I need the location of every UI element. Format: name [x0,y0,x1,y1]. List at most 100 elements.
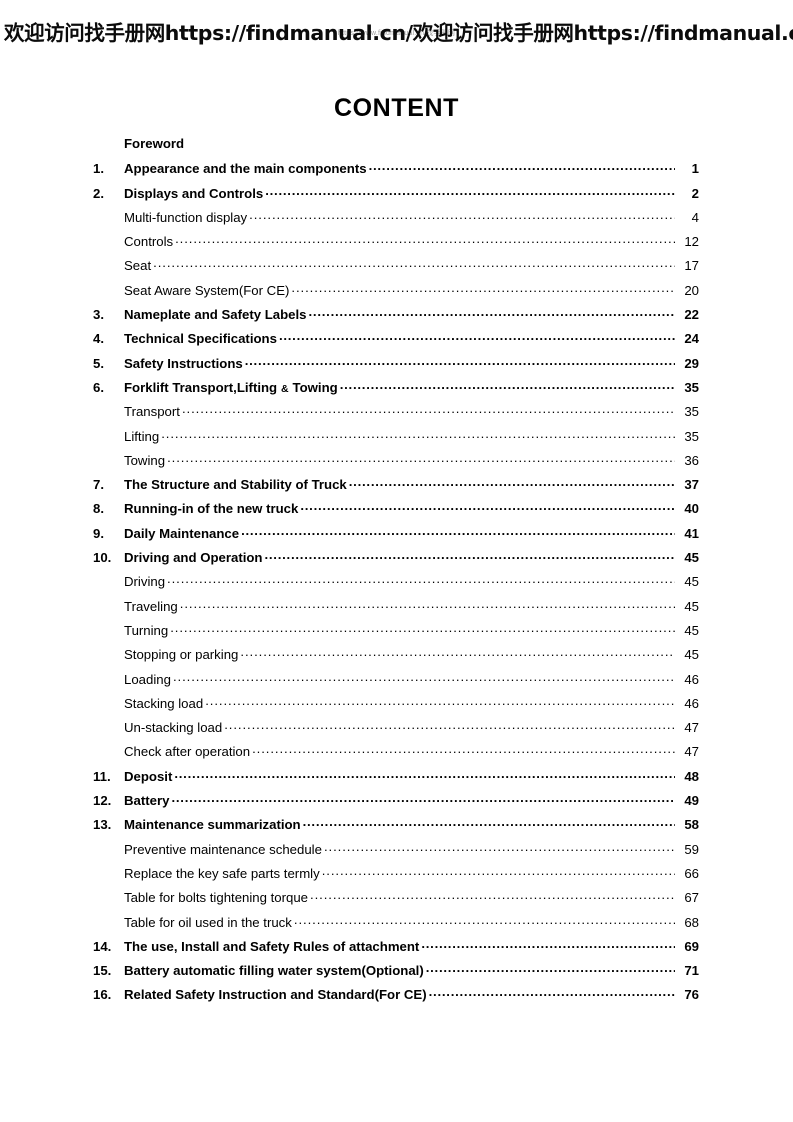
toc-entry[interactable]: 7. The Structure and Stability of Truck 37 [93,476,699,500]
toc-dot-leader [279,330,675,343]
toc-entry[interactable]: 11. Deposit 48 [93,768,699,792]
toc-entry[interactable]: Driving 45 [93,573,699,597]
toc-entry-number: 1. [93,161,104,177]
toc-entry-page-number: 46 [684,671,699,687]
toc-dot-leader [161,428,675,441]
toc-entry-label: Stacking load [124,695,204,711]
toc-entry[interactable]: Lifting 35 [93,428,699,452]
toc-entry[interactable]: 8. Running-in of the new truck 40 [93,500,699,524]
toc-entry[interactable]: Seat 17 [93,257,699,281]
toc-entry[interactable]: 5. Safety Instructions 29 [93,355,699,379]
toc-entry[interactable]: Check after operation 47 [93,743,699,767]
toc-entry-number: 15. [93,963,112,979]
toc-entry-page-number: 35 [684,428,699,444]
toc-entry-label: Battery [124,793,170,809]
toc-entry-label: Seat Aware System(For CE) [124,282,290,298]
toc-dot-leader [340,379,675,392]
toc-entry-label: Appearance and the main components [124,161,367,177]
toc-entry-page-number: 47 [684,744,699,760]
toc-entry-label: Displays and Controls [124,185,264,201]
toc-entry-label: Un-stacking load [124,720,223,736]
ampersand-glyph: & [278,382,292,395]
toc-entry-page-number: 58 [684,817,699,833]
toc-entry[interactable]: Table for bolts tightening torque 67 [93,889,699,913]
toc-entry[interactable]: 10. Driving and Operation 45 [93,549,699,573]
toc-entry[interactable]: Table for oil used in the truck 68 [93,914,699,938]
toc-entry[interactable]: 3. Nameplate and Safety Labels 22 [93,306,699,330]
toc-entry-label: Nameplate and Safety Labels [124,307,307,323]
toc-entry[interactable]: Multi-function display 4 [93,209,699,233]
toc-entry[interactable]: Stacking load 46 [93,695,699,719]
toc-dot-leader [205,695,675,708]
toc-entry[interactable]: Seat Aware System(For CE) 20 [93,282,699,306]
toc-entry[interactable]: 16. Related Safety Instruction and Standa… [93,986,699,1010]
toc-entry-label: Multi-function display [124,209,248,225]
toc-entry[interactable]: 1. Appearance and the main components 1 [93,160,699,184]
toc-dot-leader [252,743,675,756]
watermark-header: https://www.findmanual.cn/找手册网 欢迎访问找手册网h… [0,0,793,56]
toc-entry-page-number: 35 [684,404,699,420]
toc-entry[interactable]: Transport 35 [93,403,699,427]
toc-entry-page-number: 46 [684,695,699,711]
toc-dot-leader [426,962,675,975]
watermark-main-text: 欢迎访问找手册网https://findmanual.cn/欢迎访问找手册网ht… [4,21,793,45]
toc-entry-label: Loading [124,671,171,687]
toc-entry-page-number: 20 [684,282,699,298]
toc-entry[interactable]: 12. Battery 49 [93,792,699,816]
toc-entry-label: Related Safety Instruction and Standard(… [124,987,427,1003]
toc-entry[interactable]: Turning 45 [93,622,699,646]
toc-entry-label: Foreword [124,136,185,151]
toc-dot-leader [291,282,675,295]
toc-entry[interactable]: Preventive maintenance schedule 59 [93,841,699,865]
toc-entry[interactable]: Replace the key safe parts termly 66 [93,865,699,889]
toc-dot-leader [167,573,675,586]
page-title: CONTENT [333,94,460,122]
toc-entry-number: 16. [93,987,112,1003]
toc-entry-number: 3. [93,307,104,323]
toc-entry[interactable]: 4. Technical Specifications 24 [93,330,699,354]
toc-dot-leader [300,500,675,513]
toc-dot-leader [265,185,675,198]
toc-entry-number: 13. [93,817,112,833]
toc-entry[interactable]: 13. Maintenance summarization 58 [93,816,699,840]
toc-dot-leader [309,306,676,319]
toc-entry[interactable]: Stopping or parking 45 [93,646,699,670]
toc-entry[interactable]: Towing 36 [93,452,699,476]
toc-entry-label: Deposit [124,768,173,784]
toc-entry-page-number: 22 [684,307,699,323]
toc-entry-number: 14. [93,938,112,954]
toc-dot-leader [421,938,675,951]
toc-entry[interactable]: 2. Displays and Controls 2 [93,185,699,209]
toc-entry[interactable]: Traveling 45 [93,598,699,622]
toc-entry-page-number: 47 [684,720,699,736]
toc-entry-page-number: 48 [684,768,699,784]
toc-entry[interactable]: 6. Forklift Transport,Lifting & Towing 35 [93,379,699,403]
toc-entry-label: Turning [124,622,169,638]
toc-entry-label: The use, Install and Safety Rules of att… [124,938,420,954]
table-of-contents: Foreword 1. Appearance and the main compon… [93,136,699,1011]
toc-entry-page-number: 66 [684,865,699,881]
toc-entry-page-number: 37 [684,477,699,493]
watermark-faint-text: https://www.findmanual.cn/找手册网 [337,30,456,37]
toc-dot-leader [310,889,675,902]
toc-entry-label: Traveling [124,598,178,614]
toc-entry-label: Safety Instructions [124,355,243,371]
toc-entry[interactable]: Un-stacking load 47 [93,719,699,743]
toc-dot-leader [294,914,675,927]
toc-entry[interactable]: Loading 46 [93,671,699,695]
toc-entry-number: 2. [93,185,104,201]
toc-entry[interactable]: 14. The use, Install and Safety Rules of … [93,938,699,962]
toc-entry-label: Seat [124,258,152,274]
toc-entry-number: 9. [93,525,104,541]
toc-entry[interactable]: Foreword [93,136,699,160]
toc-entry[interactable]: 9. Daily Maintenance 41 [93,525,699,549]
toc-entry-label: Maintenance summarization [124,817,301,833]
toc-entry-page-number: 2 [691,185,699,201]
toc-dot-leader [171,792,675,805]
toc-dot-leader [240,646,675,659]
toc-entry-label: Table for bolts tightening torque [124,890,309,906]
toc-entry[interactable]: 15. Battery automatic filling water syste… [93,962,699,986]
toc-entry-page-number: 41 [684,525,699,541]
toc-entry[interactable]: Controls 12 [93,233,699,257]
